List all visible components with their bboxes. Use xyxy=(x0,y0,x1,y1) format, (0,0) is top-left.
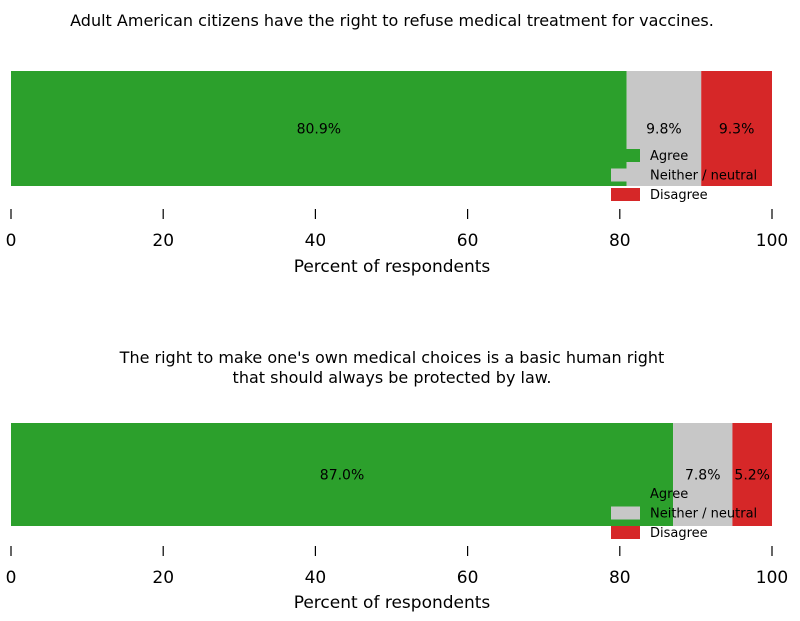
chart-1-label-disagree: 9.3% xyxy=(719,122,755,138)
chart-2-xtick-label-100: 100 xyxy=(756,568,788,588)
chart-2-bar-disagree xyxy=(732,423,772,526)
chart-1-bar-neither-neutral xyxy=(626,71,702,186)
chart-2-title-line-2: that should always be protected by law. xyxy=(233,368,552,387)
chart-2-xtick-label-60: 60 xyxy=(457,568,479,588)
chart-2-legend-swatch-agree xyxy=(611,487,640,500)
chart-1-legend-label-disagree: Disagree xyxy=(650,188,708,203)
chart-2-title-line-1: The right to make one's own medical choi… xyxy=(119,348,665,367)
chart-2-xtick-label-40: 40 xyxy=(305,568,327,588)
chart-1-legend-swatch-agree xyxy=(611,149,640,162)
chart-2-legend-label-disagree: Disagree xyxy=(650,526,708,541)
chart-2-xtick-label-80: 80 xyxy=(609,568,631,588)
chart-1-title: Adult American citizens have the right t… xyxy=(70,11,714,30)
chart-1-bar-agree xyxy=(11,71,627,186)
chart-2-legend-swatch-neither-neutral xyxy=(611,506,640,520)
chart-1-legend-label-neither-neutral: Neither / neutral xyxy=(650,169,757,184)
chart-1-label-agree: 80.9% xyxy=(297,122,341,138)
chart-2-xtick-label-0: 0 xyxy=(6,568,17,588)
chart-1-legend-swatch-disagree xyxy=(611,188,640,201)
chart-2-xlabel: Percent of respondents xyxy=(294,593,491,613)
chart-1-xtick-label-0: 0 xyxy=(6,231,17,251)
chart-1-xtick-label-100: 100 xyxy=(756,231,788,251)
chart-2-bar-agree xyxy=(11,423,674,526)
chart-1-xtick-label-60: 60 xyxy=(457,231,479,251)
chart-2-label-agree: 87.0% xyxy=(320,468,364,484)
chart-1-legend-swatch-neither-neutral xyxy=(611,168,640,182)
chart-1-xtick-label-20: 20 xyxy=(152,231,174,251)
chart-2-label-disagree: 5.2% xyxy=(734,468,770,484)
chart-1-label-neither-neutral: 9.8% xyxy=(646,122,682,138)
chart-1-legend-label-agree: Agree xyxy=(650,149,688,164)
chart-1-xtick-label-80: 80 xyxy=(609,231,631,251)
chart-2-legend-label-neither-neutral: Neither / neutral xyxy=(650,507,757,522)
chart-2-legend-label-agree: Agree xyxy=(650,487,688,502)
chart-2-xtick-label-20: 20 xyxy=(152,568,174,588)
chart-2-label-neither-neutral: 7.8% xyxy=(685,468,721,484)
chart-2-legend-swatch-disagree xyxy=(611,526,640,539)
chart-2-bar-neither-neutral xyxy=(673,423,733,526)
chart-1-xtick-label-40: 40 xyxy=(305,231,327,251)
chart-1-bar-disagree xyxy=(701,71,772,186)
chart-1-xlabel: Percent of respondents xyxy=(294,257,491,277)
